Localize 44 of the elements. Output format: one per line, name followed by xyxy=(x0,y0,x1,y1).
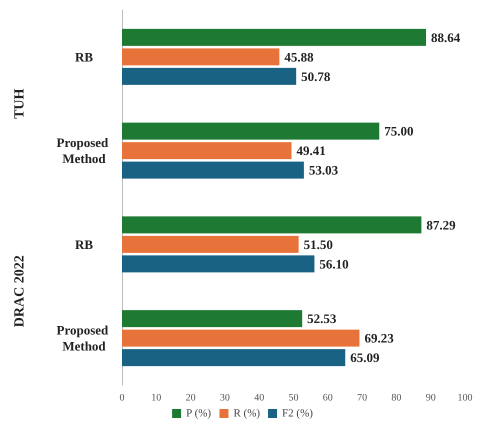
bar xyxy=(122,162,304,179)
x-tick-label: 40 xyxy=(254,392,264,404)
bar xyxy=(122,310,302,328)
x-tick-label: 70 xyxy=(357,392,368,404)
bar xyxy=(122,330,360,347)
data-label: 69.23 xyxy=(364,330,394,346)
bar xyxy=(122,142,292,160)
bar xyxy=(122,28,426,46)
x-tick-label: 60 xyxy=(322,392,333,404)
data-label: 75.00 xyxy=(384,124,414,139)
y-tick-label: Proposed Method xyxy=(56,322,112,354)
data-label: 87.29 xyxy=(426,217,456,232)
data-label: 45.88 xyxy=(284,49,314,64)
data-label: 56.10 xyxy=(319,256,349,272)
bar xyxy=(122,236,299,253)
y-tick-label: Proposed Method xyxy=(56,135,112,166)
x-tick-label: 20 xyxy=(186,392,196,404)
y-tick-label: RB xyxy=(74,49,94,64)
legend-label: R (%) xyxy=(233,408,260,420)
x-tick-label: 50 xyxy=(288,392,298,404)
data-label: 88.64 xyxy=(431,30,461,45)
x-tick-label: 100 xyxy=(458,392,472,404)
bar xyxy=(122,255,314,272)
data-label: 51.50 xyxy=(304,236,333,252)
legend-label: F2 (%) xyxy=(282,408,314,420)
data-label: 52.53 xyxy=(307,311,337,326)
bar xyxy=(122,349,346,366)
bar xyxy=(122,48,280,66)
data-label: 53.03 xyxy=(308,162,339,178)
x-tick-label: 80 xyxy=(391,392,402,404)
bar xyxy=(122,216,422,234)
x-tick-label: 90 xyxy=(426,392,436,404)
bar xyxy=(122,68,296,85)
data-label: 49.41 xyxy=(296,143,326,158)
text: TUH xyxy=(12,88,28,119)
x-tick-label: 10 xyxy=(151,392,162,404)
x-tick-label: 0 xyxy=(120,392,124,404)
bar xyxy=(122,122,380,140)
legend-label: P (%) xyxy=(186,408,212,420)
text: DRAC 2022 xyxy=(12,255,28,328)
data-label: 50.78 xyxy=(301,68,331,84)
data-label: 65.09 xyxy=(350,350,380,366)
x-tick-label: 30 xyxy=(220,392,230,404)
y-tick-label: RB xyxy=(74,236,94,252)
